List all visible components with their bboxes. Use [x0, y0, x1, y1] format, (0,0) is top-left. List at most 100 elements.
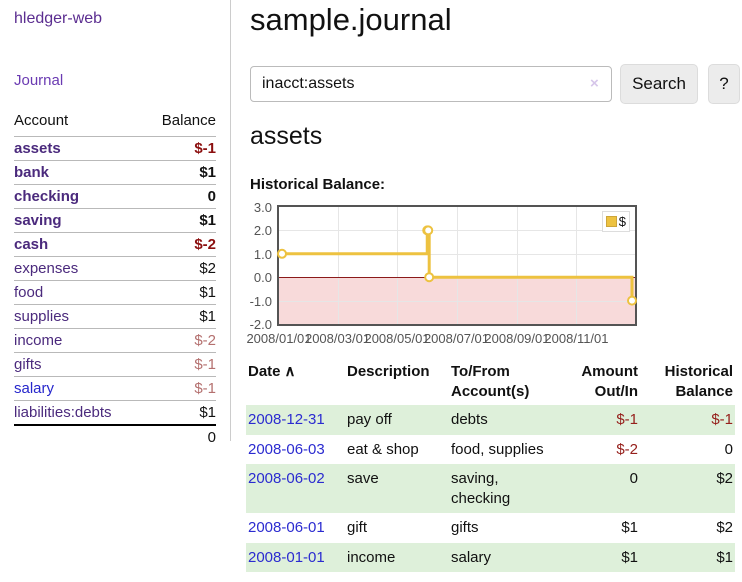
page-title: sample.journal	[250, 2, 452, 37]
transaction-accounts: debts	[451, 411, 488, 428]
account-link[interactable]: food	[14, 284, 44, 301]
account-balance: $2	[143, 256, 216, 281]
main-content: sample.journal × Search ? assets Histori…	[246, 0, 742, 582]
transaction-amount: $-1	[616, 411, 638, 428]
transaction-date-link[interactable]: 2008-06-03	[248, 440, 325, 458]
transaction-row: 2008-06-01 gift gifts $1 $2	[246, 513, 735, 543]
chart-legend: $	[601, 211, 630, 232]
account-link[interactable]: supplies	[14, 308, 70, 325]
transaction-description: income	[347, 548, 396, 566]
transaction-row: 2008-12-31 pay off debts $-1 $-1	[246, 405, 735, 435]
account-link[interactable]: gifts	[14, 356, 42, 373]
data-point-marker	[627, 295, 637, 306]
account-balance: $-1	[143, 376, 216, 401]
balance-series	[277, 225, 637, 306]
account-row: expenses $2	[14, 256, 216, 281]
account-row: income $-2	[14, 328, 216, 353]
account-row: liabilities:debts $1	[14, 400, 216, 425]
transaction-date-link[interactable]: 2008-12-31	[248, 411, 325, 428]
accounts-header-account: Account	[14, 112, 69, 129]
account-link[interactable]: income	[14, 332, 63, 349]
account-link[interactable]: expenses	[14, 260, 79, 277]
transaction-amount: $1	[621, 519, 638, 536]
account-link[interactable]: assets	[14, 140, 61, 157]
transaction-date-link[interactable]: 2008-06-02	[248, 470, 325, 487]
account-balance: $1	[143, 400, 216, 425]
account-row: salary $-1	[14, 376, 216, 401]
transaction-balance: 0	[724, 440, 733, 458]
register-header-amount: Amount Out/In	[581, 363, 638, 400]
account-link[interactable]: salary	[14, 380, 55, 397]
account-row: saving $1	[14, 208, 216, 233]
transaction-amount: $1	[621, 548, 638, 566]
legend-label: $	[618, 214, 626, 229]
account-balance: $1	[143, 160, 216, 185]
account-balance: $-2	[143, 328, 216, 353]
account-row: food $1	[14, 280, 216, 305]
x-axis-tick: 2008/07/01	[423, 331, 490, 346]
data-point-marker	[277, 248, 287, 259]
account-balance: $1	[143, 280, 216, 305]
sidebar-item-journal[interactable]: Journal	[14, 72, 64, 89]
gridline	[516, 207, 518, 324]
account-balance: $-1	[143, 136, 216, 161]
transaction-row: 2008-06-02 save saving, checking 0 $2	[246, 464, 735, 513]
y-axis-tick: -1.0	[249, 293, 272, 309]
account-link[interactable]: bank	[14, 164, 50, 181]
account-row: assets $-1	[14, 136, 216, 161]
account-link[interactable]: checking	[14, 188, 80, 205]
account-balance: $-2	[143, 232, 216, 257]
register-header-description: Description	[347, 363, 430, 380]
chart-plot-area: $	[277, 205, 637, 326]
transaction-description: save	[347, 470, 379, 487]
account-row: checking 0	[14, 184, 216, 209]
account-link[interactable]: liabilities:debts	[14, 404, 112, 421]
gridline	[279, 300, 635, 302]
data-point-marker	[423, 225, 434, 236]
accounts-header-balance: Balance	[161, 112, 216, 129]
x-axis-tick: 2008/03/01	[304, 331, 371, 346]
balance-chart: $ 3.0 2.0 1.0 0.0 -1.0 -2.0 2008/01/01 2008/03…	[246, 200, 742, 346]
gridline	[279, 230, 635, 232]
chart-title: Historical Balance:	[250, 176, 386, 193]
transaction-accounts: saving, checking	[451, 470, 511, 507]
help-button[interactable]: ?	[708, 64, 740, 104]
transaction-balance: $2	[716, 470, 733, 487]
search-input[interactable]	[250, 66, 612, 102]
transaction-amount: $-2	[616, 440, 638, 458]
register-header-account: To/From Account(s)	[451, 363, 530, 400]
gridline	[397, 207, 399, 324]
transaction-description: eat & shop	[347, 440, 419, 458]
gridline	[337, 207, 339, 324]
clear-search-icon[interactable]: ×	[590, 75, 599, 92]
account-link[interactable]: saving	[14, 212, 62, 229]
search-button[interactable]: Search	[620, 64, 698, 104]
transaction-row: 2008-06-03 eat & shop food, supplies $-2 0	[246, 435, 735, 465]
account-balance: 0	[143, 184, 216, 209]
data-point-marker	[424, 272, 435, 283]
account-row: cash $-2	[14, 232, 216, 257]
transaction-accounts: gifts	[451, 519, 479, 536]
sidebar: hledger-web Journal Account Balance asse…	[0, 0, 231, 449]
gridline	[456, 207, 458, 324]
accounts-total: 0	[143, 424, 216, 449]
app-title[interactable]: hledger-web	[14, 10, 103, 27]
transaction-balance: $2	[716, 519, 733, 536]
y-axis-tick: 3.0	[253, 200, 272, 215]
transaction-description: gift	[347, 519, 368, 536]
transaction-date-link[interactable]: 2008-01-01	[248, 548, 325, 566]
transaction-row: 2008-01-01 income salary $1 $1	[246, 542, 735, 572]
y-axis-tick: 0.0	[253, 270, 272, 286]
account-link[interactable]: cash	[14, 236, 49, 253]
transaction-date-link[interactable]: 2008-06-01	[248, 519, 325, 536]
y-axis-tick: 1.0	[253, 246, 272, 262]
x-axis-tick: 2008/11/01	[544, 331, 609, 346]
register-header-date[interactable]: Date ∧	[248, 363, 296, 380]
account-balance: $-1	[143, 352, 216, 377]
account-row: gifts $-1	[14, 352, 216, 377]
sort-asc-icon: ∧	[284, 363, 296, 380]
accounts-table: Account Balance assets $-1 bank $1 checking 0…	[14, 108, 216, 449]
transaction-accounts: food, supplies	[451, 440, 544, 458]
register-header-balance: Historical Balance	[664, 363, 733, 400]
y-axis-tick: -2.0	[249, 317, 272, 332]
